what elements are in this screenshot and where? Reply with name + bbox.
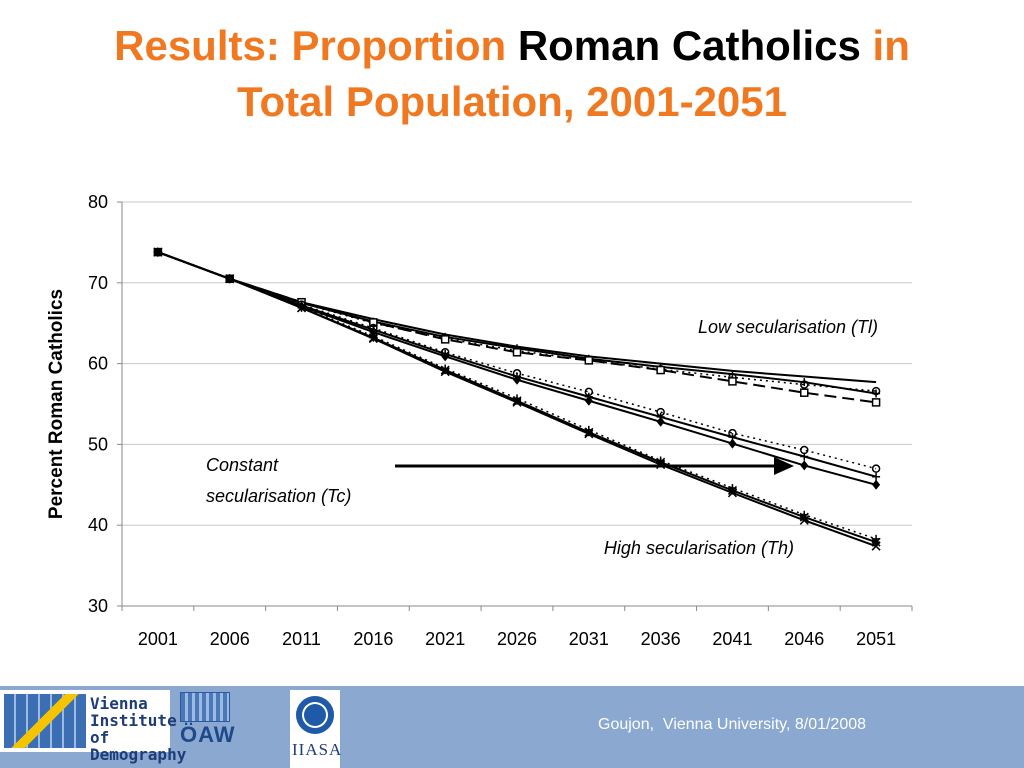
circle-marker bbox=[871, 386, 881, 396]
title-line2: Total Population, 2001-2051 bbox=[236, 78, 788, 125]
iiasa-globe-icon bbox=[296, 696, 334, 734]
plus-marker bbox=[153, 248, 162, 257]
square-marker bbox=[871, 398, 881, 407]
x-tick-label: 2036 bbox=[641, 629, 681, 649]
plus-marker bbox=[728, 484, 737, 493]
iiasa-logo-text: IIASA bbox=[292, 740, 343, 759]
x-marker bbox=[727, 488, 737, 498]
x-tick-label: 2031 bbox=[569, 629, 609, 649]
series-tc-5 bbox=[153, 247, 881, 490]
x-tick-label: 2016 bbox=[353, 629, 393, 649]
series-tl-3 bbox=[153, 247, 881, 407]
square-marker bbox=[800, 388, 809, 397]
plus-marker bbox=[369, 332, 378, 341]
series-line bbox=[157, 251, 877, 486]
square-marker bbox=[440, 335, 450, 344]
series-line bbox=[157, 251, 877, 404]
vienna-institute-logo: Vienna Institute of Demography bbox=[0, 690, 186, 763]
annotation-constant: Constant bbox=[206, 455, 279, 475]
square-marker bbox=[728, 377, 737, 386]
footer-credit: Goujon, Vienna University, 8/01/2008 bbox=[598, 716, 867, 733]
series-th-9 bbox=[153, 248, 881, 543]
annotation-high-secularisation: High secularisation (Th) bbox=[604, 538, 794, 558]
circle-marker bbox=[584, 387, 594, 397]
plus-marker bbox=[441, 364, 450, 373]
title-part2: Roman Catholics bbox=[517, 22, 861, 69]
plus-marker bbox=[584, 425, 593, 434]
diamond-marker bbox=[584, 395, 593, 406]
title-part3: in bbox=[860, 22, 910, 69]
line-chart: 30 40 50 60 70 80 2001 2006 2011 2016 2021 2026 2031… bbox=[46, 192, 913, 649]
iiasa-logo: IIASA bbox=[290, 690, 343, 768]
vid-line2: Institute of bbox=[90, 711, 177, 747]
annotation-arrowhead-icon bbox=[774, 457, 794, 475]
circle-marker bbox=[728, 428, 737, 438]
diamond-marker bbox=[513, 374, 521, 385]
x-tick-label: 2026 bbox=[497, 629, 537, 649]
y-axis-label: Percent Roman Catholics bbox=[46, 289, 67, 519]
plus-marker bbox=[800, 510, 809, 519]
oaw-logo: ÖAW bbox=[174, 690, 238, 752]
plus-marker bbox=[297, 303, 306, 312]
y-tick-label: 40 bbox=[88, 515, 108, 535]
diamond-marker bbox=[656, 416, 665, 427]
series-tc-6 bbox=[153, 247, 881, 473]
diamond-marker bbox=[728, 438, 737, 449]
square-marker bbox=[656, 365, 665, 375]
vid-line1: Vienna bbox=[90, 694, 148, 713]
plus-marker bbox=[872, 534, 881, 543]
x-tick-label: 2041 bbox=[712, 629, 752, 649]
x-marker bbox=[799, 515, 809, 525]
vid-logo-text: Vienna Institute of Demography bbox=[90, 695, 186, 763]
oaw-building-icon bbox=[180, 692, 230, 722]
y-tick-label: 80 bbox=[88, 192, 108, 212]
plus-marker bbox=[656, 456, 665, 465]
title-part1: Results: Proportion bbox=[114, 22, 518, 69]
circle-marker bbox=[800, 380, 809, 389]
diamond-marker bbox=[872, 479, 881, 490]
circle-marker bbox=[800, 445, 809, 455]
circle-marker bbox=[871, 464, 881, 473]
plus-marker bbox=[225, 274, 234, 283]
y-tick-label: 70 bbox=[88, 273, 108, 293]
circle-marker bbox=[440, 348, 450, 357]
circle-marker bbox=[512, 369, 522, 378]
oaw-logo-text: ÖAW bbox=[180, 722, 236, 747]
x-tick-label: 2046 bbox=[784, 629, 824, 649]
circle-marker bbox=[656, 407, 665, 417]
footer-bar bbox=[0, 686, 1024, 768]
x-tick-label: 2006 bbox=[210, 629, 250, 649]
y-tick-label: 60 bbox=[88, 354, 108, 374]
annotation-low-secularisation: Low secularisation (Tl) bbox=[698, 317, 878, 337]
circle-marker bbox=[369, 323, 378, 333]
series-line bbox=[157, 251, 877, 470]
square-marker bbox=[512, 348, 522, 357]
square-marker bbox=[584, 356, 594, 365]
slide-title: Results: Proportion Roman Catholics in T… bbox=[0, 18, 1024, 130]
vid-pattern-icon bbox=[4, 694, 86, 748]
annotation-constant-secularisation: secularisation (Tc) bbox=[206, 486, 351, 506]
diamond-marker bbox=[800, 460, 809, 471]
x-tick-label: 2021 bbox=[425, 629, 465, 649]
series-line bbox=[157, 251, 877, 478]
vid-line3: Demography bbox=[90, 745, 187, 764]
y-tick-label: 50 bbox=[88, 434, 108, 454]
plus-marker bbox=[872, 472, 881, 481]
x-marker bbox=[871, 541, 881, 551]
x-tick-label: 2011 bbox=[282, 629, 321, 649]
y-tick-label: 30 bbox=[88, 596, 108, 616]
x-tick-label: 2051 bbox=[856, 629, 896, 649]
x-tick-label: 2001 bbox=[138, 629, 178, 649]
plus-marker bbox=[513, 394, 521, 403]
